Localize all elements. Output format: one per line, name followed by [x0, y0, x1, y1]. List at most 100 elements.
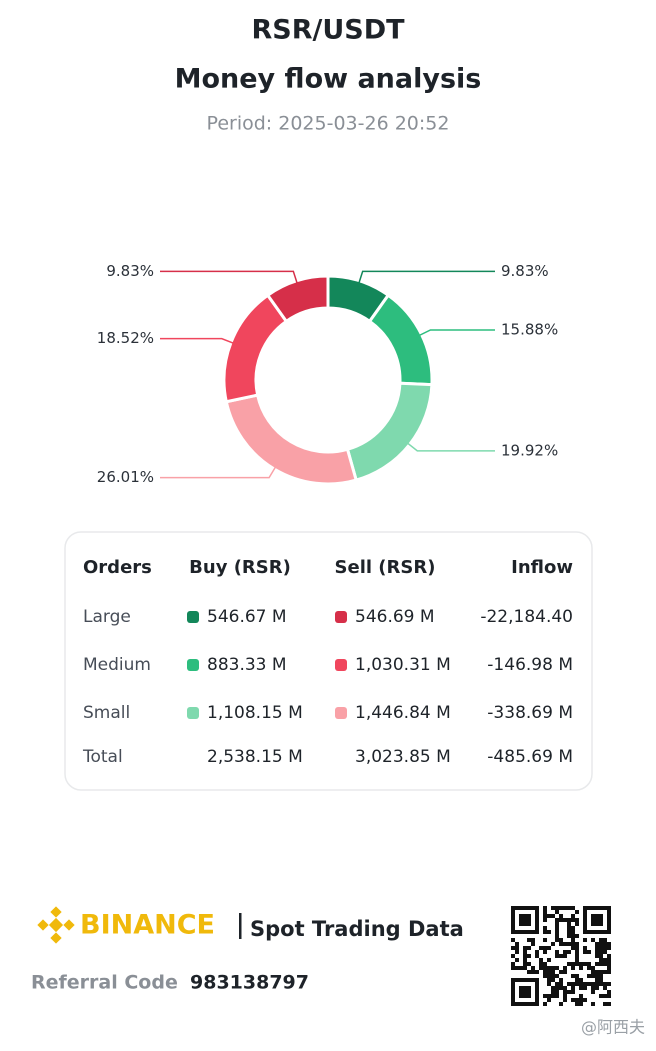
- qr-module: [603, 958, 607, 962]
- qr-module: [523, 946, 527, 950]
- qr-module: [591, 930, 595, 934]
- qr-module: [511, 922, 515, 926]
- qr-module: [567, 906, 571, 910]
- qr-module: [563, 986, 567, 990]
- qr-module: [555, 918, 559, 922]
- qr-module: [595, 950, 599, 954]
- qr-module: [515, 978, 519, 982]
- slice-label: 19.92%: [501, 441, 558, 459]
- qr-module: [547, 974, 551, 978]
- qr-module: [551, 906, 555, 910]
- qr-module: [599, 958, 603, 962]
- qr-module: [587, 930, 591, 934]
- qr-module: [543, 930, 547, 934]
- qr-module: [535, 906, 539, 910]
- qr-module: [607, 942, 611, 946]
- qr-module: [587, 982, 591, 986]
- qr-module: [607, 966, 611, 970]
- qr-module: [547, 998, 551, 1002]
- qr-module: [571, 926, 575, 930]
- qr-module: [559, 978, 563, 982]
- qr-module: [555, 934, 559, 938]
- donut-chart: 9.83% 15.88% 19.92% 26.01% 18.52% 9.83%: [97, 262, 558, 486]
- buy-dot: [187, 611, 199, 623]
- qr-module: [511, 978, 515, 982]
- tagline: Spot Trading Data: [250, 917, 464, 941]
- qr-module: [519, 914, 523, 918]
- qr-module: [595, 918, 599, 922]
- qr-module: [583, 946, 587, 950]
- qr-module: [555, 910, 559, 914]
- sell-cell: 3,023.85 M: [355, 747, 451, 767]
- qr-module: [575, 962, 579, 966]
- qr-module: [511, 946, 515, 950]
- qr-module: [527, 906, 531, 910]
- qr-module: [607, 926, 611, 930]
- qr-module: [543, 962, 547, 966]
- qr-module: [583, 938, 587, 942]
- qr-module: [535, 990, 539, 994]
- qr-module: [571, 986, 575, 990]
- qr-module: [575, 950, 579, 954]
- qr-module: [607, 906, 611, 910]
- qr-module: [591, 938, 595, 942]
- qr-module: [519, 990, 523, 994]
- qr-module: [523, 978, 527, 982]
- qr-module: [551, 974, 555, 978]
- watermark: @阿西夫: [581, 1018, 645, 1037]
- qr-module: [575, 910, 579, 914]
- qr-module: [587, 966, 591, 970]
- qr-module: [523, 950, 527, 954]
- qr-module: [559, 1002, 563, 1006]
- qr-module: [531, 930, 535, 934]
- qr-module: [527, 970, 531, 974]
- qr-module: [559, 914, 563, 918]
- inflow-cell: -22,184.40: [480, 607, 573, 627]
- qr-module: [599, 946, 603, 950]
- qr-module: [555, 990, 559, 994]
- inflow-cell: -146.98 M: [487, 655, 573, 675]
- qr-module: [563, 994, 567, 998]
- qr-module: [587, 906, 591, 910]
- qr-module: [567, 982, 571, 986]
- qr-module: [527, 1002, 531, 1006]
- qr-module: [547, 930, 551, 934]
- qr-module: [515, 950, 519, 954]
- qr-module: [543, 1002, 547, 1006]
- qr-module: [559, 918, 563, 922]
- qr-module: [555, 922, 559, 926]
- qr-module: [575, 934, 579, 938]
- qr-module: [559, 938, 563, 942]
- qr-module: [547, 994, 551, 998]
- qr-module: [559, 954, 563, 958]
- qr-module: [591, 906, 595, 910]
- column-header: Buy (RSR): [189, 557, 291, 578]
- qr-module: [579, 1002, 583, 1006]
- qr-module: [595, 982, 599, 986]
- qr-module: [607, 930, 611, 934]
- qr-module: [607, 958, 611, 962]
- qr-module: [511, 954, 515, 958]
- qr-module: [599, 954, 603, 958]
- qr-module: [571, 906, 575, 910]
- qr-module: [555, 966, 559, 970]
- qr-module: [607, 922, 611, 926]
- inflow-cell: -338.69 M: [487, 703, 573, 723]
- qr-module: [587, 974, 591, 978]
- qr-module: [511, 1002, 515, 1006]
- qr-module: [543, 926, 547, 930]
- qr-module: [539, 966, 543, 970]
- qr-module: [599, 942, 603, 946]
- qr-module: [519, 930, 523, 934]
- qr-module: [579, 966, 583, 970]
- qr-module: [567, 990, 571, 994]
- qr-module: [607, 994, 611, 998]
- qr-module: [547, 946, 551, 950]
- qr-module: [523, 990, 527, 994]
- qr-module: [563, 990, 567, 994]
- title: RSR/USDT: [251, 15, 405, 46]
- qr-module: [531, 938, 535, 942]
- qr-module: [595, 986, 599, 990]
- qr-module: [579, 986, 583, 990]
- qr-module: [583, 986, 587, 990]
